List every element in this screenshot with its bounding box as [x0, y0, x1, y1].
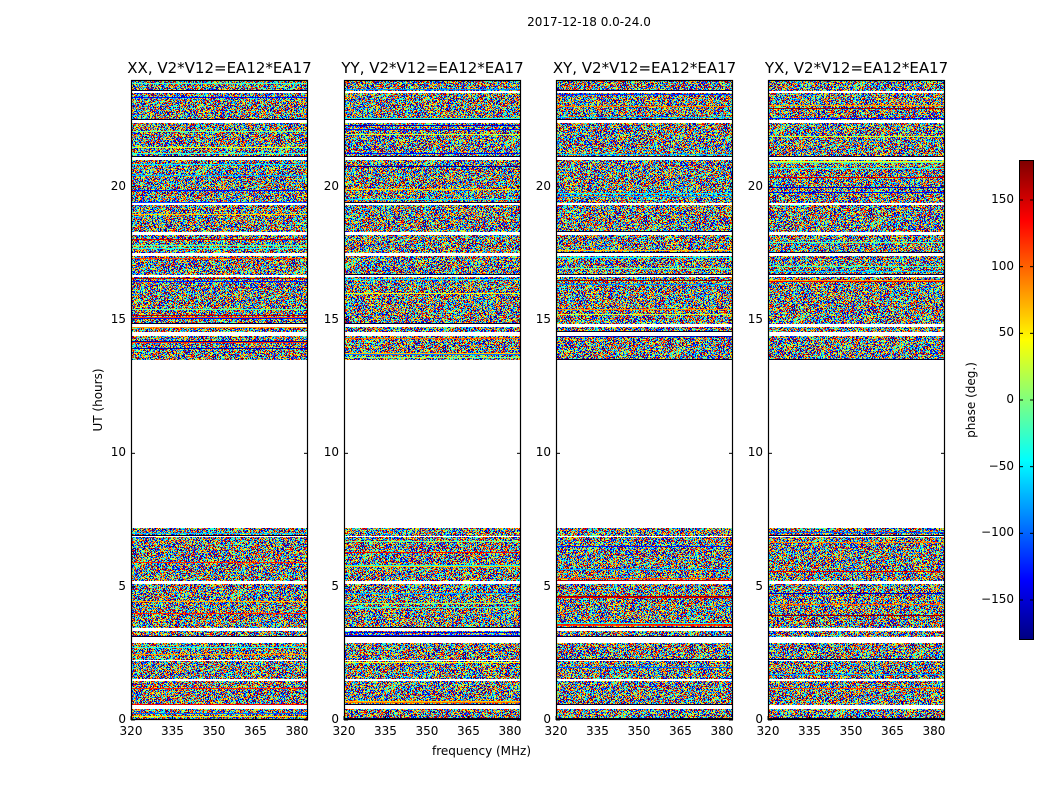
x-tick-label: 320	[756, 724, 780, 738]
panel-title: XX, V2*V12=EA12*EA17	[127, 59, 312, 77]
x-tick-label: 335	[586, 724, 609, 738]
x-tick-label: 320	[119, 724, 143, 738]
y-tick-label: 0	[755, 712, 763, 726]
colorbar-tick-label: −50	[988, 458, 1014, 473]
y-tick-label: 10	[535, 445, 551, 460]
panel-frame	[130, 79, 309, 721]
x-tick-label: 335	[161, 724, 184, 738]
y-tick-label: 20	[535, 178, 551, 193]
colorbar	[1019, 160, 1034, 640]
y-tick-label: 5	[118, 578, 126, 593]
y-axis-label: UT (hours)	[91, 368, 105, 432]
x-tick-label: 380	[922, 724, 946, 738]
x-tick-label: 365	[457, 724, 480, 738]
colorbar-tick-label: 150	[991, 192, 1014, 206]
panel-title: YY, V2*V12=EA12*EA17	[341, 59, 524, 77]
x-tick-label: 365	[881, 724, 904, 738]
y-tick-label: 20	[323, 178, 339, 193]
x-tick-label: 380	[498, 724, 522, 738]
x-tick-label: 350	[202, 724, 226, 738]
x-tick-label: 380	[710, 724, 734, 738]
colorbar-frame	[1019, 160, 1034, 640]
colorbar-tick-label: −100	[981, 525, 1014, 540]
y-tick-label: 10	[110, 445, 126, 460]
y-tick-label: 5	[543, 578, 551, 593]
x-axis-label: frequency (MHz)	[432, 744, 532, 758]
y-tick-label: 15	[110, 312, 126, 326]
y-tick-label: 15	[535, 312, 551, 326]
phase-heatmap	[344, 80, 521, 720]
colorbar-label: phase (deg.)	[964, 362, 978, 438]
y-tick-label: 20	[110, 178, 126, 193]
x-tick-label: 365	[669, 724, 692, 738]
phase-heatmap	[556, 80, 733, 720]
y-tick-label: 15	[747, 312, 763, 326]
x-tick-label: 320	[332, 724, 356, 738]
y-tick-label: 5	[331, 578, 339, 593]
x-tick-label: 320	[544, 724, 568, 738]
y-tick-label: 10	[323, 445, 339, 460]
y-tick-label: 0	[543, 712, 551, 726]
phase-heatmap	[131, 80, 308, 720]
x-tick-label: 365	[244, 724, 267, 738]
y-tick-label: 15	[323, 312, 339, 326]
panel-title: XY, V2*V12=EA12*EA17	[552, 59, 737, 77]
colorbar-tick-label: 0	[1006, 392, 1014, 406]
phase-heatmap	[768, 80, 945, 720]
y-tick-label: 5	[755, 578, 763, 593]
panel-frame	[343, 79, 522, 721]
x-tick-label: 350	[627, 724, 651, 738]
y-tick-label: 0	[331, 712, 339, 726]
colorbar-tick-label: −150	[981, 592, 1014, 606]
y-tick-label: 20	[747, 178, 763, 193]
x-tick-label: 350	[839, 724, 863, 738]
y-tick-label: 0	[118, 712, 126, 726]
panel-frame	[555, 79, 734, 721]
colorbar-tick-label: 100	[991, 258, 1014, 273]
figure-title: 2017-12-18 0.0-24.0	[527, 15, 651, 29]
panel-title: YX, V2*V12=EA12*EA17	[764, 59, 949, 77]
x-tick-label: 335	[798, 724, 821, 738]
x-tick-label: 335	[374, 724, 397, 738]
x-tick-label: 380	[285, 724, 309, 738]
panel-frame	[767, 79, 946, 721]
x-tick-label: 350	[415, 724, 439, 738]
colorbar-tick-label: 50	[998, 325, 1014, 340]
y-tick-label: 10	[747, 445, 763, 460]
